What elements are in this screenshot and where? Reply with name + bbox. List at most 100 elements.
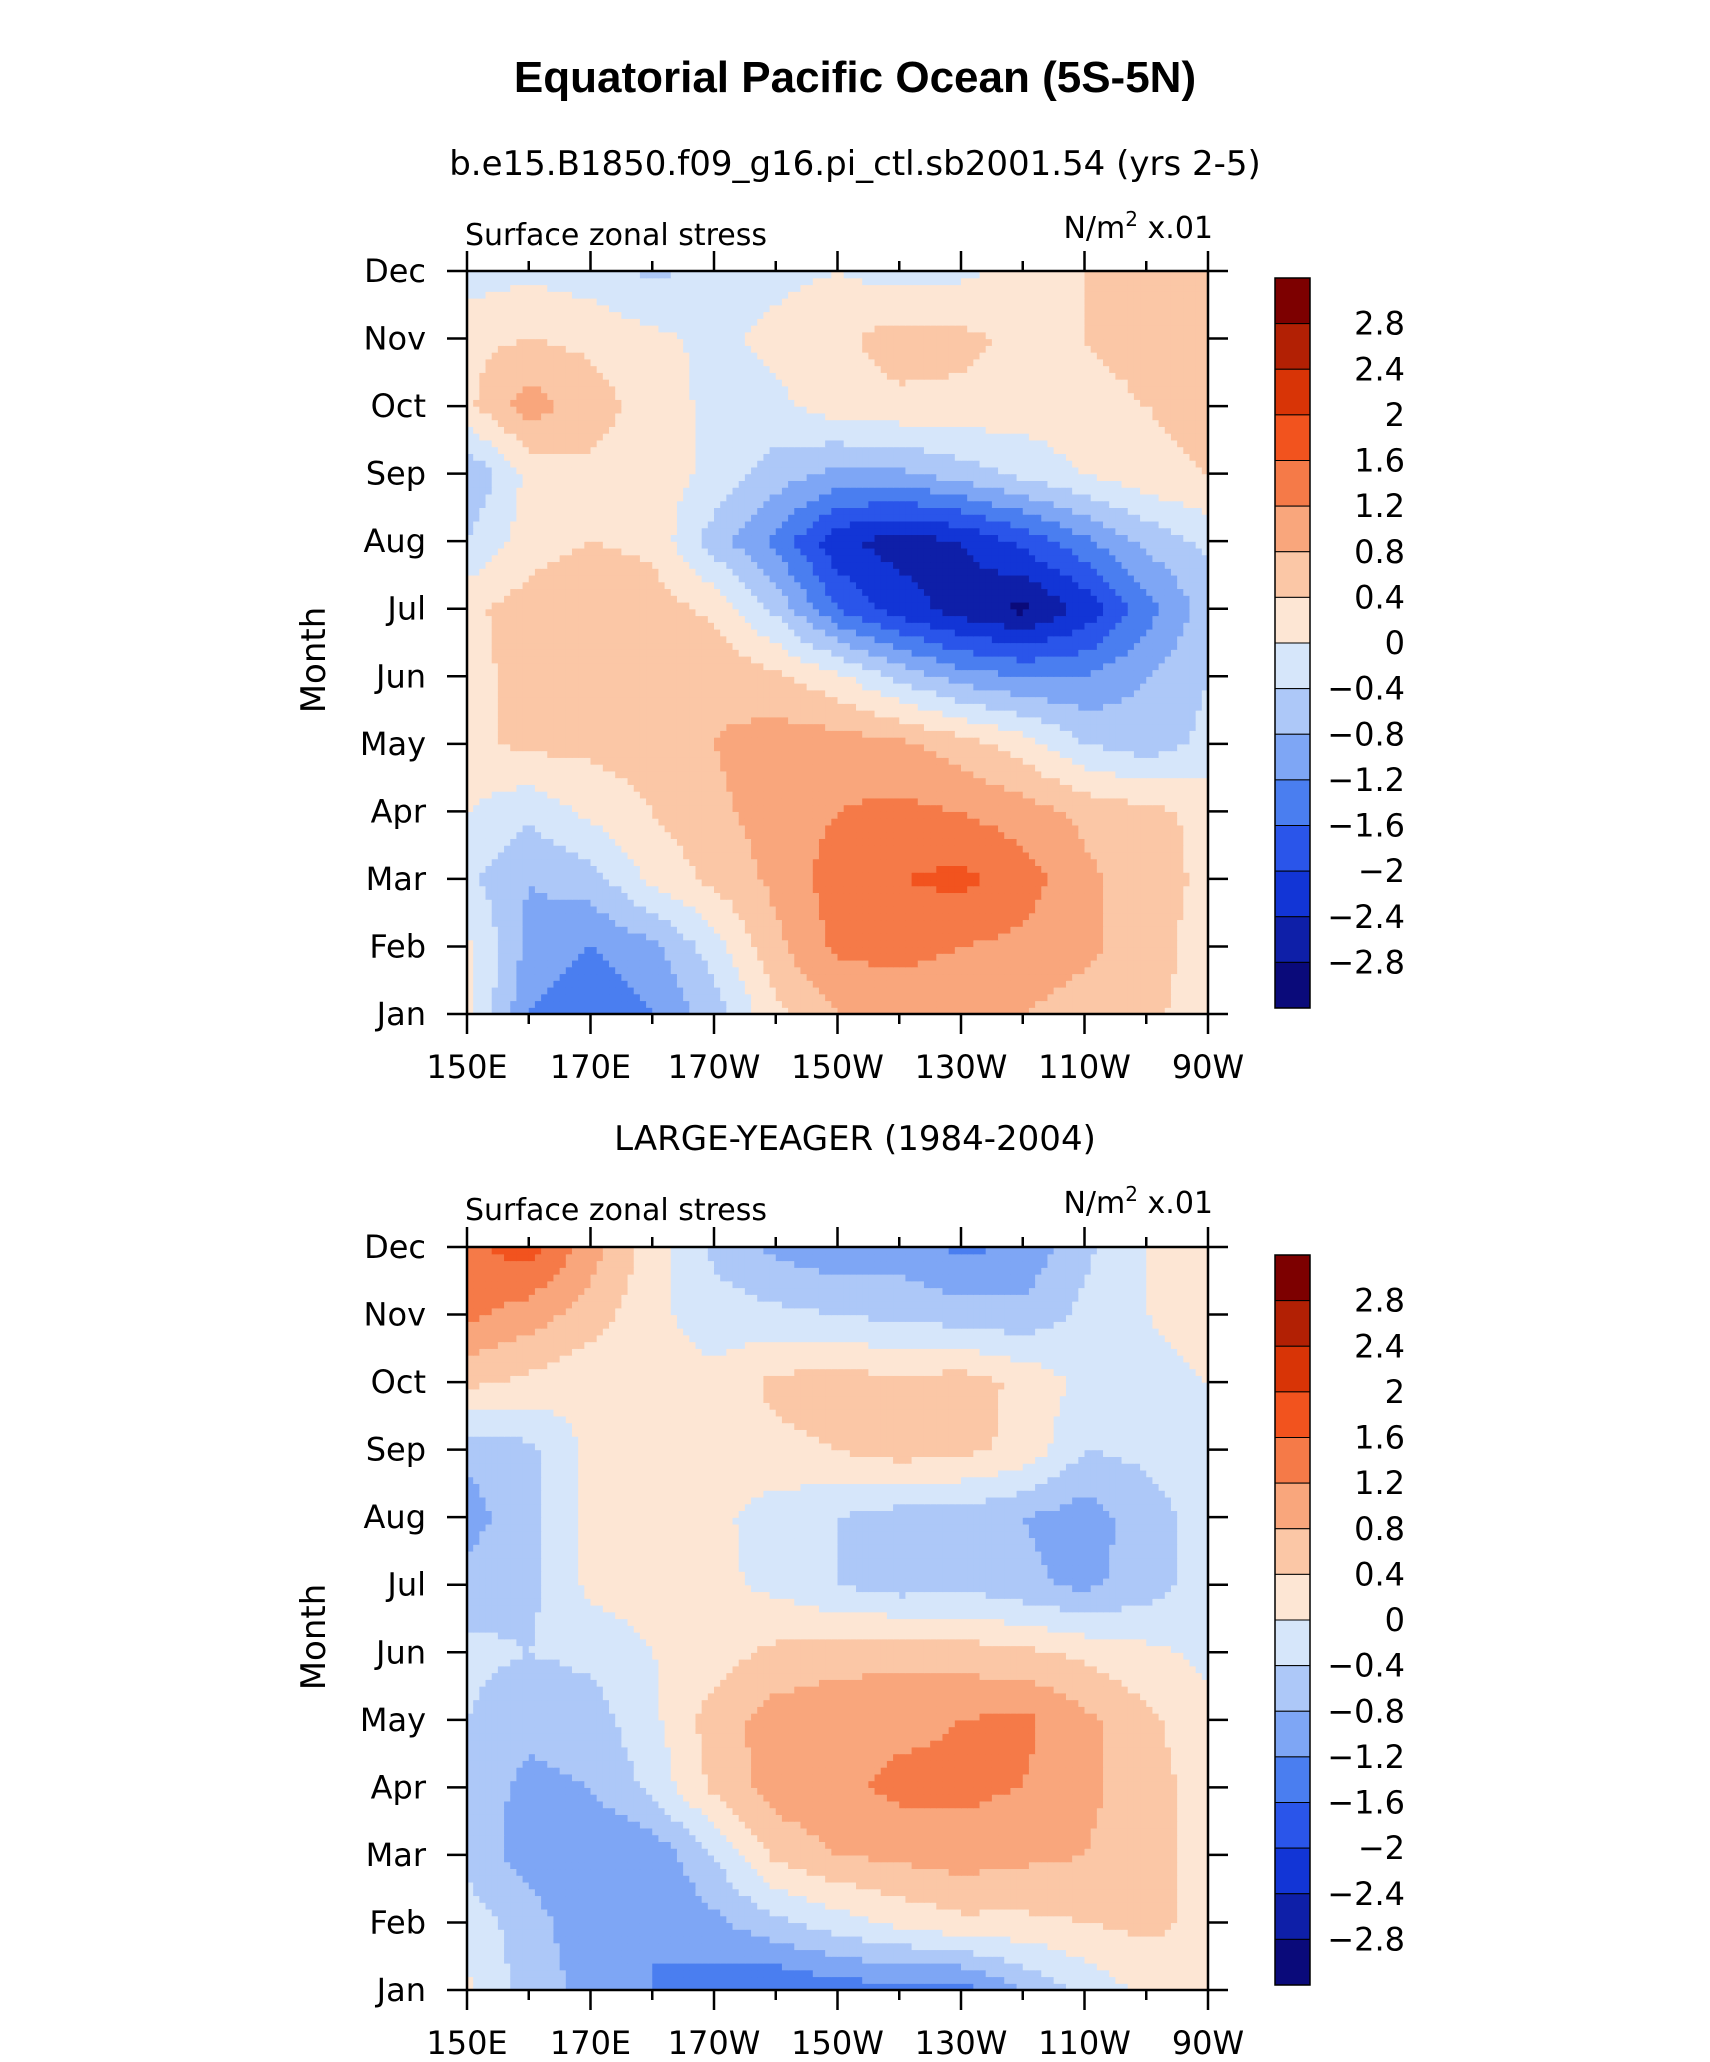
heatmap-cell <box>936 959 944 968</box>
heatmap-cell <box>1016 980 1024 988</box>
heatmap-cell <box>497 764 505 772</box>
heatmap-cell <box>1090 892 1098 900</box>
heatmap-cell <box>670 824 678 833</box>
heatmap-cell <box>516 818 524 826</box>
heatmap-cell <box>1065 858 1073 866</box>
heatmap-cell <box>1164 959 1172 968</box>
heatmap-cell <box>732 980 740 988</box>
heatmap-cell <box>849 980 857 988</box>
heatmap-cell <box>714 919 721 927</box>
heatmap-cell <box>695 831 703 839</box>
heatmap-cell <box>559 811 567 819</box>
heatmap-cell <box>732 946 740 954</box>
heatmap-cell <box>757 865 764 873</box>
heatmap-cell <box>905 865 913 873</box>
heatmap-cell <box>880 777 888 785</box>
heatmap-cell <box>998 865 1005 873</box>
heatmap-cell <box>825 811 832 819</box>
heatmap-cell <box>1109 845 1116 853</box>
heatmap-cell <box>627 777 635 785</box>
heatmap-cell <box>911 878 919 887</box>
heatmap-cell <box>1072 919 1079 927</box>
heatmap-cell <box>1053 777 1061 785</box>
heatmap-cell <box>676 1000 684 1008</box>
heatmap-cell <box>609 845 616 853</box>
heatmap-cell <box>899 899 907 907</box>
heatmap-cell <box>1127 885 1135 894</box>
heatmap-cell <box>1004 932 1011 941</box>
heatmap-cell <box>485 959 493 968</box>
heatmap-cell <box>763 737 771 745</box>
heatmap-cell <box>998 939 1005 948</box>
heatmap-cell <box>930 993 937 1002</box>
heatmap-cell <box>874 1007 882 1015</box>
heatmap-cell <box>1090 959 1098 968</box>
heatmap-cell <box>942 953 950 961</box>
heatmap-cell <box>886 926 894 934</box>
heatmap-cell <box>720 919 727 927</box>
heatmap-cell <box>917 946 925 954</box>
heatmap-cell <box>843 851 851 860</box>
heatmap-cell <box>621 1000 629 1008</box>
heatmap-cell <box>683 1000 690 1008</box>
heatmap-cell <box>1059 804 1067 812</box>
heatmap-cell <box>936 770 944 779</box>
heatmap-cell <box>948 851 956 860</box>
heatmap-cell <box>1170 797 1178 806</box>
heatmap-cell <box>825 912 832 921</box>
heatmap-cell <box>1115 1000 1123 1008</box>
heatmap-cell <box>1010 905 1018 914</box>
heatmap-cell <box>1084 770 1092 779</box>
heatmap-cell <box>1177 777 1184 785</box>
heatmap-cell <box>837 1000 845 1008</box>
heatmap-cell <box>732 818 740 826</box>
heatmap-cell <box>744 737 752 745</box>
heatmap-cell <box>683 743 690 752</box>
heatmap-cell <box>948 919 956 927</box>
heatmap-cell <box>689 791 697 799</box>
heatmap-cell <box>1072 892 1079 900</box>
heatmap-cell <box>930 845 937 853</box>
heatmap-cell <box>584 757 592 765</box>
heatmap-cell <box>658 757 666 765</box>
heatmap-cell <box>652 1007 660 1015</box>
heatmap-cell <box>843 953 851 961</box>
heatmap-cell <box>553 905 561 914</box>
heatmap-cell <box>547 980 555 988</box>
heatmap-cell <box>627 737 635 745</box>
heatmap-cell <box>1090 838 1098 846</box>
heatmap-cell <box>639 953 647 961</box>
heatmap-cell <box>565 946 573 954</box>
heatmap-cell <box>769 743 777 752</box>
heatmap-cell <box>775 926 783 934</box>
heatmap-cell <box>639 980 647 988</box>
heatmap-cell <box>862 858 869 866</box>
heatmap-cell <box>979 757 987 765</box>
heatmap-cell <box>1053 986 1061 995</box>
heatmap-cell <box>522 865 530 873</box>
heatmap-cell <box>1133 818 1141 826</box>
heatmap-cell <box>794 885 802 894</box>
heatmap-cell <box>701 838 709 846</box>
heatmap-cell <box>695 743 703 752</box>
heatmap-cell <box>541 980 548 988</box>
heatmap-cell <box>843 959 851 968</box>
heatmap-cell <box>923 932 931 941</box>
heatmap-cell <box>794 973 802 981</box>
heatmap-cell <box>800 912 808 921</box>
heatmap-cell <box>541 1007 548 1015</box>
heatmap-cell <box>720 912 727 921</box>
heatmap-cell <box>1103 899 1110 907</box>
heatmap-cell <box>1004 757 1011 765</box>
heatmap-cell <box>973 858 981 866</box>
heatmap-cell <box>695 770 703 779</box>
heatmap-cell <box>664 757 672 765</box>
heatmap-cell <box>751 953 758 961</box>
heatmap-cell <box>1059 737 1067 745</box>
heatmap-cell <box>714 824 721 833</box>
heatmap-cell <box>973 804 981 812</box>
heatmap-cell <box>1059 905 1067 914</box>
heatmap-cell <box>1140 966 1147 975</box>
heatmap-cell <box>1195 858 1203 866</box>
heatmap-cell <box>751 912 758 921</box>
